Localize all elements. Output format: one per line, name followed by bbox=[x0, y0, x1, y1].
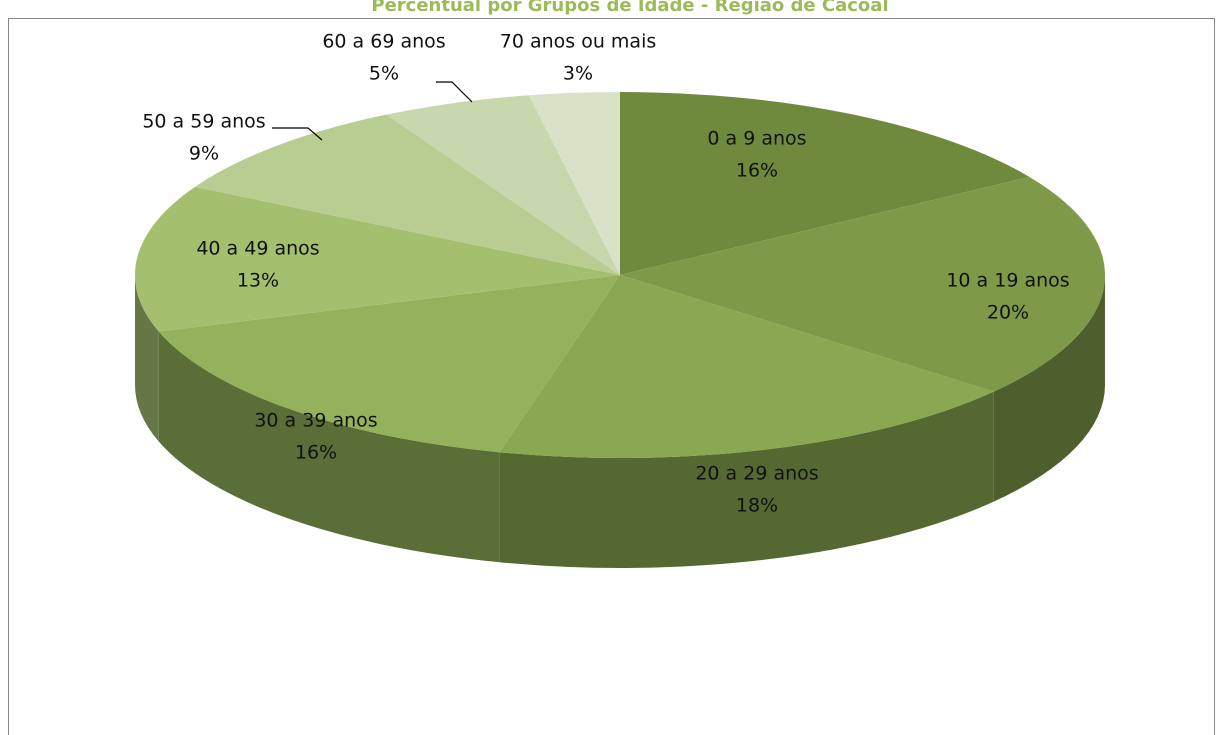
slice-label: 10 a 19 anos bbox=[946, 270, 1069, 292]
slice-value: 16% bbox=[295, 442, 337, 464]
slice-label: 40 a 49 anos bbox=[196, 238, 319, 260]
pie-side bbox=[135, 275, 159, 442]
pie-slice bbox=[386, 95, 620, 276]
slice-value: 16% bbox=[736, 160, 778, 182]
slice-label: 20 a 29 anos bbox=[695, 463, 818, 485]
pie-slice bbox=[620, 176, 1105, 392]
pie-slice bbox=[194, 114, 620, 275]
leader-line bbox=[272, 127, 323, 141]
pie-slice bbox=[529, 92, 620, 275]
pie-side bbox=[158, 331, 500, 563]
pie-side bbox=[993, 275, 1105, 502]
slice-label: 30 a 39 anos bbox=[254, 410, 377, 432]
pie-side bbox=[499, 391, 994, 568]
slice-label: 70 anos ou mais bbox=[500, 31, 657, 53]
slice-label: 0 a 9 anos bbox=[707, 128, 806, 150]
slice-value: 13% bbox=[237, 270, 279, 292]
pie-slice bbox=[158, 275, 620, 453]
slice-value: 9% bbox=[189, 143, 219, 165]
pie-slice bbox=[135, 186, 620, 332]
slice-value: 20% bbox=[987, 302, 1029, 324]
slice-value: 3% bbox=[563, 63, 593, 85]
pie-slice bbox=[499, 275, 994, 458]
slice-label: 60 a 69 anos bbox=[322, 31, 445, 53]
pie-slice bbox=[620, 92, 1030, 275]
slice-label: 50 a 59 anos bbox=[142, 111, 265, 133]
leader-line bbox=[436, 81, 473, 103]
chart-title: Percentual por Grupos de Idade - Região … bbox=[371, 0, 888, 16]
slice-value: 18% bbox=[736, 495, 778, 517]
slice-value: 5% bbox=[369, 63, 399, 85]
